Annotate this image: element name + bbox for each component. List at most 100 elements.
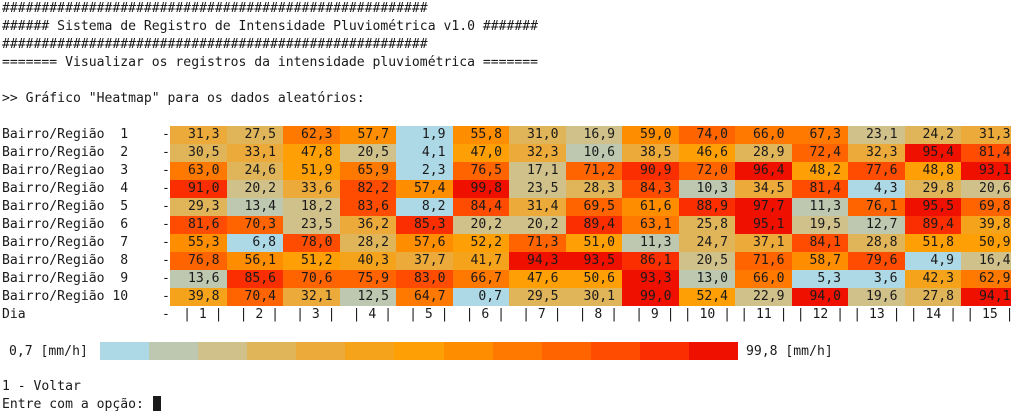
heatmap-cell: 59,0 (622, 126, 679, 144)
heatmap-cell: 86,1 (622, 252, 679, 270)
heatmap-cell: 78,0 (283, 234, 340, 252)
heatmap-cell: 69,5 (565, 198, 622, 216)
row-label: Bairro/Região 1 (2, 127, 129, 142)
heatmap-cell: 76,5 (452, 162, 509, 180)
heatmap-cell: 23,5 (283, 216, 340, 234)
heatmap-cell: 55,3 (170, 234, 227, 252)
heatmap-cell: 71,2 (565, 162, 622, 180)
row-label: Bairro/Regiao 3 (2, 163, 129, 178)
heatmap-cell: 79,6 (848, 252, 905, 270)
heatmap-cell: 31,0 (509, 126, 566, 144)
heatmap-cell: 13,0 (678, 270, 735, 288)
heatmap-cell: 17,1 (509, 162, 566, 180)
heatmap-cell: 20,6 (961, 180, 1011, 198)
row-label: Bairro/Região 6 (2, 217, 129, 232)
heatmap-cell: 48,8 (904, 162, 961, 180)
row-separator: - (162, 253, 170, 268)
heatmap-cell: 29,8 (904, 180, 961, 198)
heatmap-cell: 39,8 (170, 288, 227, 306)
colorbar-segment (688, 342, 739, 360)
row-label: Bairro/Região 9 (2, 271, 129, 286)
heatmap-cell: 11,3 (622, 234, 679, 252)
heatmap-cell: 51,9 (283, 162, 340, 180)
heatmap-cell: 55,8 (452, 126, 509, 144)
day-tick-label: | 6 | (465, 307, 505, 322)
heatmap-cell: 12,5 (339, 288, 396, 306)
menu-option-voltar: 1 - Voltar (2, 379, 81, 394)
heatmap-cell: 11,3 (791, 198, 848, 216)
row-label: Bairro/Região 8 (2, 253, 129, 268)
heatmap-cell: 50,9 (961, 234, 1011, 252)
heatmap-cell: 27,8 (904, 288, 961, 306)
heatmap-cell: 30,5 (170, 144, 227, 162)
colorbar-segment (394, 342, 444, 360)
heatmap-cell: 24,2 (904, 126, 961, 144)
heatmap-cell: 32,1 (283, 288, 340, 306)
heatmap-cell: 93,1 (961, 162, 1011, 180)
heatmap-cell: 63,1 (622, 216, 679, 234)
heatmap-cell: 20,2 (226, 180, 283, 198)
heatmap-cell: 24,6 (226, 162, 283, 180)
heatmap-cell: 51,8 (904, 234, 961, 252)
heatmap-cell: 83,6 (339, 198, 396, 216)
legend-colorbar (100, 342, 739, 360)
heatmap-cell: 93,5 (565, 252, 622, 270)
day-tick-label: | 7 | (522, 307, 562, 322)
heatmap-cell: 66,7 (452, 270, 509, 288)
heatmap-cell: 89,4 (565, 216, 622, 234)
heatmap-cell: 32,3 (509, 144, 566, 162)
day-tick-label: | 5 | (409, 307, 449, 322)
heatmap-cell: 16,4 (961, 252, 1011, 270)
heatmap-cell: 36,2 (339, 216, 396, 234)
colorbar-segment (296, 342, 346, 360)
heatmap-cell: 57,4 (396, 180, 453, 198)
heatmap-cell: 33,1 (226, 144, 283, 162)
row-label: Bairro/Região 10 (2, 289, 129, 304)
heatmap-cell: 63,0 (170, 162, 227, 180)
day-tick-label: | 8 | (578, 307, 618, 322)
heatmap-cell: 1,9 (396, 126, 453, 144)
heatmap-cell: 13,6 (170, 270, 227, 288)
day-tick-label: | 15 | (966, 307, 1011, 322)
heatmap-cell: 5,3 (791, 270, 848, 288)
heatmap-cell: 66,0 (735, 126, 792, 144)
heatmap-cell: 4,9 (904, 252, 961, 270)
heatmap-cell: 10,3 (678, 180, 735, 198)
heatmap-cell: 38,5 (622, 144, 679, 162)
heatmap-cell: 95,4 (904, 144, 961, 162)
heatmap-cell: 34,5 (735, 180, 792, 198)
heatmap-cell: 39,8 (961, 216, 1011, 234)
heatmap-cell: 52,2 (452, 234, 509, 252)
heatmap-cell: 81,6 (170, 216, 227, 234)
heatmap-cell: 28,8 (848, 234, 905, 252)
day-tick-label: | 9 | (635, 307, 675, 322)
heatmap-cell: 96,4 (735, 162, 792, 180)
heatmap-cell: 37,1 (735, 234, 792, 252)
heatmap-cell: 76,1 (848, 198, 905, 216)
heatmap-cell: 58,7 (791, 252, 848, 270)
day-tick-label: | 2 | (239, 307, 279, 322)
heatmap-cell: 31,4 (509, 198, 566, 216)
option-input-line[interactable]: Entre com a opção: (2, 396, 161, 414)
heatmap-cell: 24,7 (678, 234, 735, 252)
heatmap-cell: 28,3 (565, 180, 622, 198)
row-label: Bairro/Região 5 (2, 199, 129, 214)
row-label: Bairro/Região 7 (2, 235, 129, 250)
heatmap-cell: 74,0 (678, 126, 735, 144)
text-cursor[interactable] (152, 396, 161, 411)
day-axis-separator: - (162, 307, 170, 322)
heatmap-cell: 16,9 (565, 126, 622, 144)
heatmap-cell: 41,7 (452, 252, 509, 270)
row-separator: - (162, 127, 170, 142)
heatmap-cell: 62,9 (961, 270, 1011, 288)
legend-min-label: 0,7 [mm/h] (9, 344, 88, 359)
heatmap-cell: 28,9 (735, 144, 792, 162)
row-separator: - (162, 181, 170, 196)
heatmap-cell: 81,4 (961, 144, 1011, 162)
heatmap-cell: 0,7 (452, 288, 509, 306)
heatmap-cell: 12,7 (848, 216, 905, 234)
colorbar-segment (149, 342, 199, 360)
heatmap-cell: 25,8 (678, 216, 735, 234)
heatmap-cell: 48,2 (791, 162, 848, 180)
